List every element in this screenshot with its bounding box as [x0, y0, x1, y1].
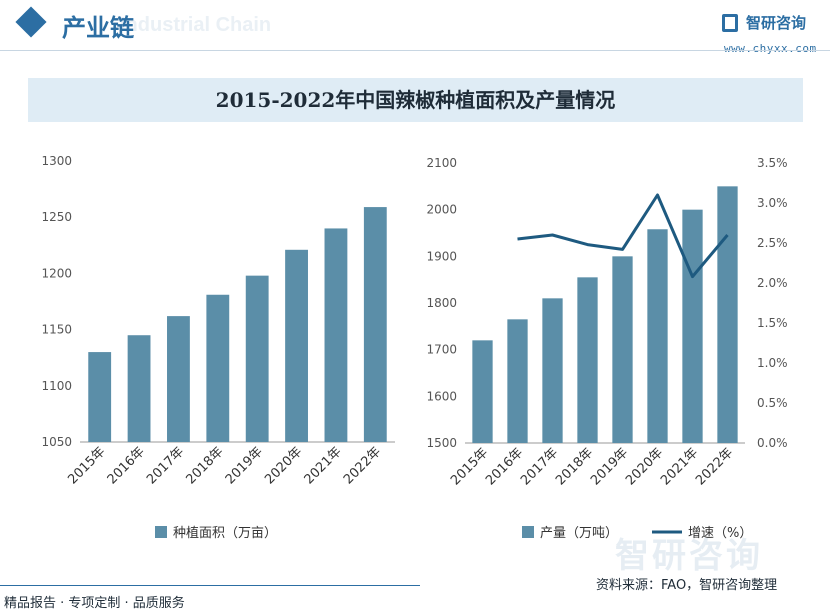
y2-tick-label: 0.5%: [757, 396, 788, 410]
x-tick-label: 2015年: [65, 444, 108, 487]
x-tick-label: 2022年: [693, 445, 736, 488]
y2-tick-label: 1.0%: [757, 356, 788, 370]
y-tick-label: 1600: [426, 389, 457, 403]
bar: [542, 298, 563, 443]
x-tick-label: 2015年: [448, 445, 491, 488]
x-tick-label: 2022年: [341, 444, 384, 487]
bar: [472, 340, 493, 443]
y2-tick-label: 1.5%: [757, 316, 788, 330]
chart-area: 1050110011501200125013002015年2016年2017年2…: [41, 154, 788, 541]
brand-mark-icon: [722, 14, 738, 32]
footer-slogan: 精品报告 · 专项定制 · 品质服务: [4, 596, 185, 611]
y2-tick-label: 0.0%: [757, 436, 788, 450]
legend-label: 增速（%）: [688, 526, 752, 541]
footer-watermark: 智研咨询: [615, 536, 763, 576]
bar: [285, 249, 308, 442]
bar: [324, 228, 348, 442]
chart-title: 2015-2022年中国辣椒种植面积及产量情况: [215, 88, 616, 112]
y2-tick-label: 2.0%: [757, 276, 788, 290]
x-tick-label: 2019年: [223, 444, 266, 487]
bar: [507, 319, 528, 443]
y-tick-label: 1300: [41, 154, 72, 168]
y-tick-label: 1500: [426, 436, 457, 450]
bar: [717, 186, 738, 444]
footer-divider: [0, 585, 420, 586]
x-tick-label: 2016年: [105, 444, 148, 487]
source-note: 资料来源：FAO，智研咨询整理: [596, 578, 778, 593]
legend-label: 产量（万吨）: [540, 526, 618, 541]
bar: [647, 229, 668, 443]
y2-tick-label: 3.5%: [757, 156, 788, 170]
x-tick-label: 2017年: [144, 444, 187, 487]
bar: [127, 335, 151, 442]
y-tick-label: 1250: [41, 210, 72, 224]
growth-line: [517, 193, 729, 279]
title-band: [28, 78, 803, 122]
x-tick-label: 2018年: [553, 445, 596, 488]
page-header: Industrial Chain 产业链 智研咨询 www.chyxx.com: [0, 0, 830, 55]
legend-label: 种植面积（万亩）: [173, 525, 277, 541]
bar: [206, 294, 230, 442]
brand-name: 智研咨询: [746, 14, 807, 32]
y-tick-label: 1200: [41, 266, 72, 280]
y2-tick-label: 2.5%: [757, 236, 788, 250]
x-tick-label: 2016年: [483, 445, 526, 488]
y2-tick-label: 3.0%: [757, 196, 788, 210]
bar: [682, 209, 703, 443]
y-tick-label: 1800: [426, 296, 457, 310]
section-title: 产业链: [62, 14, 134, 42]
x-tick-label: 2018年: [183, 444, 226, 487]
bar: [577, 277, 598, 443]
y-tick-label: 2100: [426, 156, 457, 170]
header-watermark-text: Industrial Chain: [120, 14, 272, 36]
section-diamond-icon: [15, 6, 47, 38]
legend-bar-swatch: [155, 526, 167, 538]
bar: [88, 352, 112, 442]
legend-bar-swatch: [522, 526, 534, 538]
header-divider: [0, 50, 830, 51]
bar: [245, 275, 269, 442]
y-tick-label: 1700: [426, 343, 457, 357]
x-tick-label: 2019年: [588, 445, 631, 488]
x-tick-label: 2020年: [623, 445, 666, 488]
x-tick-label: 2021年: [302, 444, 345, 487]
y-tick-label: 1150: [41, 323, 72, 337]
y-tick-label: 1050: [41, 435, 72, 449]
y-tick-label: 1100: [41, 379, 72, 393]
bar: [612, 256, 633, 443]
bar: [363, 207, 387, 442]
y-tick-label: 1900: [426, 249, 457, 263]
x-tick-label: 2021年: [658, 445, 701, 488]
brand-url: www.chyxx.com: [724, 42, 817, 55]
y-tick-label: 2000: [426, 203, 457, 217]
bar: [167, 316, 190, 442]
x-tick-label: 2017年: [518, 445, 561, 488]
x-tick-label: 2020年: [262, 444, 305, 487]
